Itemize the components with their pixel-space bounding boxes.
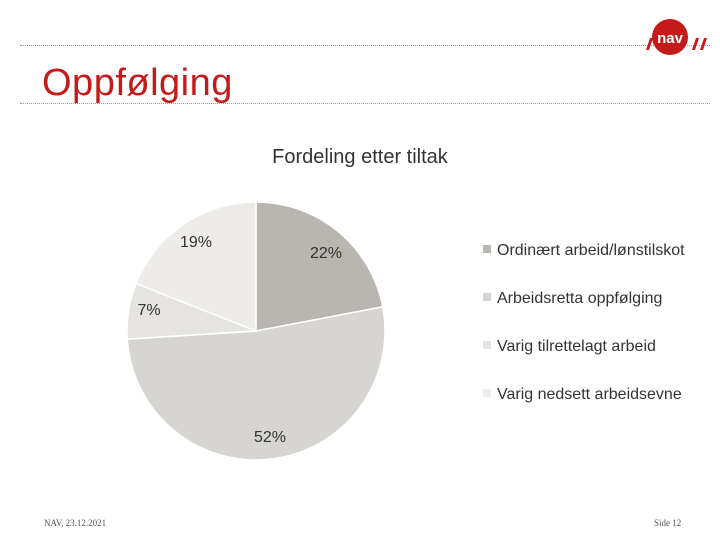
legend-swatch-1	[483, 245, 491, 253]
slide-title: Oppfølging	[42, 62, 233, 104]
pie-data-label-1: 22%	[310, 245, 342, 262]
header-divider-title	[20, 103, 710, 104]
legend-label-4: Varig nedsett arbeidsevne	[497, 386, 682, 403]
pie-slice-2	[126, 305, 386, 461]
pie-slice-4	[135, 201, 257, 333]
legend-swatch-2	[483, 293, 491, 301]
pie-data-label-3: 7%	[137, 302, 160, 319]
legend-label-1: Ordinært arbeid/lønstilskot	[497, 242, 685, 259]
chart-title: Fordeling etter tiltak	[272, 146, 448, 168]
legend-swatch-4	[483, 389, 491, 397]
legend-item-1: Ordinært arbeid/lønstilskot	[483, 240, 713, 261]
legend-label-2: Arbeidsretta oppfølging	[497, 290, 663, 307]
legend-label-3: Varig tilrettelagt arbeid	[497, 338, 656, 355]
nav-logo-text: nav	[657, 30, 684, 47]
legend-item-4: Varig nedsett arbeidsevne	[483, 384, 713, 405]
footer-date: NAV, 23.12.2021	[44, 518, 107, 528]
nav-logo-icon: nav	[646, 19, 707, 55]
pie-data-label-4: 19%	[180, 234, 212, 251]
pie-slice-1	[255, 201, 384, 332]
legend-item-3: Varig tilrettelagt arbeid	[483, 336, 713, 357]
footer-page-number: Side 12	[654, 518, 682, 528]
legend-swatch-3	[483, 341, 491, 349]
pie-data-label-2: 52%	[254, 429, 286, 446]
legend-item-2: Arbeidsretta oppfølging	[483, 288, 713, 309]
header-divider-top	[20, 45, 710, 46]
